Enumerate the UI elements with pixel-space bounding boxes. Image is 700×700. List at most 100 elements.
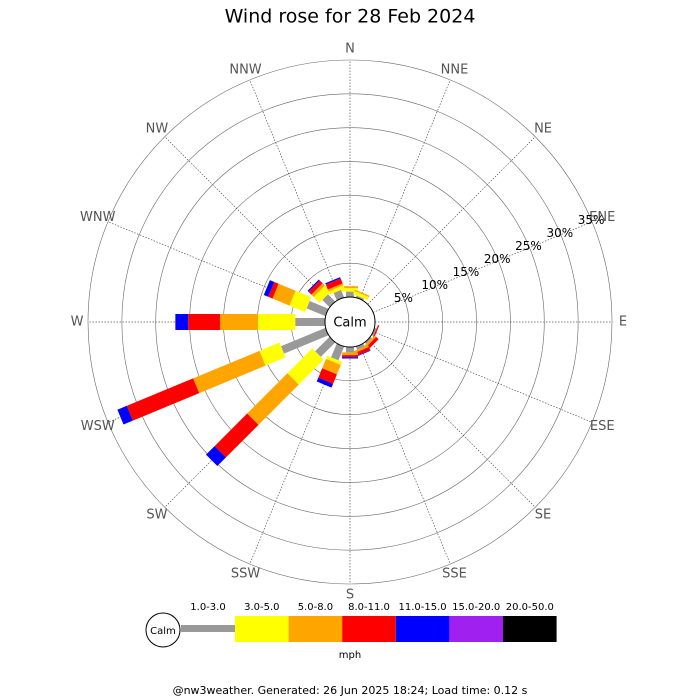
direction-label: WNW <box>80 210 116 225</box>
legend-swatch <box>235 616 289 642</box>
bar-segment <box>318 368 337 384</box>
direction-label: ENE <box>589 210 615 225</box>
bar-segment <box>342 288 358 292</box>
bar-segment <box>331 343 345 361</box>
bar-segment <box>280 327 329 354</box>
bar-segment <box>346 291 354 297</box>
direction-label: ESE <box>590 419 615 434</box>
bar-segment <box>342 286 358 289</box>
legend-label: 8.0-11.0 <box>348 602 390 613</box>
spoke <box>164 136 333 305</box>
bar-segment <box>322 358 341 375</box>
bar-segment <box>371 327 377 337</box>
ring-label: 15% <box>453 265 480 279</box>
direction-label: E <box>619 315 627 330</box>
spoke <box>249 79 341 300</box>
direction-label: S <box>346 588 354 603</box>
footer: @nw3weather. Generated: 26 Jun 2025 18:2… <box>173 684 528 697</box>
direction-label: NNW <box>229 62 261 77</box>
bar-segment <box>214 413 259 458</box>
bar-segment <box>308 280 323 295</box>
bar-segment <box>322 294 336 308</box>
direction-label: NNE <box>441 62 469 77</box>
bar-segment <box>272 283 296 306</box>
bar-segment <box>328 285 345 295</box>
bar-segment <box>342 357 358 359</box>
legend-swatch <box>449 616 503 642</box>
bar-segment <box>355 350 371 357</box>
bar-segment <box>342 355 358 358</box>
bar-segment <box>353 345 370 354</box>
bar-segment <box>346 347 354 353</box>
bar-segment <box>289 290 312 313</box>
chart-title: Wind rose for 28 Feb 2024 <box>225 6 476 28</box>
spoke <box>372 331 593 423</box>
bar-segment <box>333 289 345 301</box>
bar-segment <box>306 300 329 317</box>
bar-segment <box>354 289 370 297</box>
direction-label: WSW <box>81 419 115 434</box>
spoke <box>359 79 451 300</box>
direction-label: SSE <box>442 567 467 582</box>
bar-segment <box>188 314 221 330</box>
bar-segment <box>364 336 372 344</box>
bar-segment <box>307 279 320 292</box>
calm-label: Calm <box>333 316 366 331</box>
ring-label: 10% <box>421 278 448 292</box>
bar-segment <box>220 314 258 330</box>
direction-label: W <box>71 315 84 330</box>
direction-label: NE <box>534 121 552 136</box>
spoke <box>367 339 536 508</box>
legend-label: 11.0-15.0 <box>399 602 447 613</box>
legend-calm <box>145 612 181 648</box>
legend-swatch <box>181 625 235 632</box>
legend-swatch <box>503 616 557 642</box>
direction-label: N <box>345 42 355 57</box>
bar-segment <box>287 348 324 385</box>
bar-segment <box>126 378 200 421</box>
bar-segment <box>355 343 365 350</box>
bar-segment <box>342 352 358 356</box>
legend-label: 1.0-3.0 <box>190 602 225 613</box>
bar-segment <box>315 336 336 357</box>
bar-segment <box>259 342 286 366</box>
direction-label: SE <box>535 508 551 523</box>
bar-segment <box>371 324 380 341</box>
legend-label: 15.0-20.0 <box>452 602 500 613</box>
bar-segment <box>352 290 370 301</box>
bar-segment <box>117 405 133 425</box>
bar-segment <box>325 278 343 290</box>
bar-segment <box>268 281 279 299</box>
ring <box>121 93 579 551</box>
legend-unit: mph <box>339 650 361 661</box>
legend-label: 20.0-50.0 <box>506 602 554 613</box>
bar-segment <box>175 314 189 330</box>
bar-segment <box>206 446 226 466</box>
bar-segment <box>363 335 377 349</box>
spoke <box>359 344 451 565</box>
direction-label: NW <box>146 121 169 136</box>
ring-label: 30% <box>546 226 573 240</box>
bar-segment <box>193 350 266 394</box>
ring-label: 35% <box>578 213 605 227</box>
bar-segment <box>354 347 371 357</box>
legend-swatch <box>395 616 450 642</box>
bar-segment <box>313 285 331 303</box>
bar-segment <box>316 377 334 388</box>
bar-segment <box>326 355 343 366</box>
legend-swatch <box>288 616 343 642</box>
spoke <box>372 221 593 313</box>
ring-label: 25% <box>515 239 542 253</box>
bar-segment <box>263 280 275 297</box>
spoke <box>367 136 536 305</box>
legend-label: 3.0-5.0 <box>244 602 279 613</box>
ring-label: 5% <box>394 291 413 305</box>
calm-circle <box>324 296 376 348</box>
bar-segment <box>247 373 299 425</box>
bar-segment <box>325 277 341 285</box>
ring <box>87 59 613 585</box>
direction-label: SSW <box>231 567 261 582</box>
bar-segment <box>355 295 365 301</box>
bar-segment <box>295 318 325 326</box>
